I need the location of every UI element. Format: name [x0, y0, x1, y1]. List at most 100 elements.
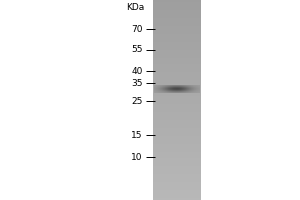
Bar [153, 132, 201, 134]
Bar [153, 38, 201, 40]
Bar [153, 66, 201, 68]
Bar [153, 184, 201, 186]
Bar [153, 96, 201, 98]
Bar [153, 198, 201, 200]
Bar [153, 122, 201, 124]
Bar [153, 92, 201, 94]
Bar [153, 158, 201, 160]
Bar [153, 142, 201, 144]
Bar [153, 150, 201, 152]
Bar [153, 106, 201, 108]
Bar [153, 178, 201, 180]
Bar [153, 180, 201, 182]
Bar [153, 8, 201, 10]
Bar [153, 192, 201, 194]
Bar [153, 138, 201, 140]
Bar [153, 140, 201, 142]
Text: 25: 25 [131, 97, 142, 106]
Bar [153, 146, 201, 148]
Bar [153, 162, 201, 164]
Bar [153, 22, 201, 24]
Bar [153, 26, 201, 28]
Bar [153, 126, 201, 128]
Bar [153, 190, 201, 192]
Bar [153, 148, 201, 150]
Bar [153, 108, 201, 110]
Bar [153, 14, 201, 16]
Bar [153, 128, 201, 130]
Bar [153, 170, 201, 172]
Bar [153, 54, 201, 56]
Bar [153, 6, 201, 8]
Bar [153, 48, 201, 50]
Bar [153, 78, 201, 80]
Bar [153, 196, 201, 198]
Bar [153, 176, 201, 178]
Bar [153, 60, 201, 62]
Bar [153, 86, 201, 88]
Bar [153, 30, 201, 32]
Bar [153, 80, 201, 82]
Bar [153, 154, 201, 156]
Text: 70: 70 [131, 24, 142, 33]
Text: KDa: KDa [126, 3, 144, 12]
Bar [153, 166, 201, 168]
Bar [153, 20, 201, 22]
Bar [153, 76, 201, 78]
Bar [153, 68, 201, 70]
Bar [153, 88, 201, 90]
Bar [153, 12, 201, 14]
Bar [153, 186, 201, 188]
Bar [153, 32, 201, 34]
Bar [153, 2, 201, 4]
Bar [153, 24, 201, 26]
Bar [153, 110, 201, 112]
Bar [153, 44, 201, 46]
Bar [153, 84, 201, 86]
Bar [153, 152, 201, 154]
Bar [153, 42, 201, 44]
Bar [153, 174, 201, 176]
Bar [153, 98, 201, 100]
Bar [153, 130, 201, 132]
Bar [153, 134, 201, 136]
Bar [153, 104, 201, 106]
Bar [153, 188, 201, 190]
Bar [153, 116, 201, 118]
Bar [153, 94, 201, 96]
Bar [153, 168, 201, 170]
Bar [153, 100, 201, 102]
Bar [153, 172, 201, 174]
Bar [153, 52, 201, 54]
Bar [153, 156, 201, 158]
Bar [153, 46, 201, 48]
Bar [153, 144, 201, 146]
Bar [153, 62, 201, 64]
Bar [153, 164, 201, 166]
Bar [153, 74, 201, 76]
Bar [153, 64, 201, 66]
Bar [153, 136, 201, 138]
Bar [153, 194, 201, 196]
Bar [153, 90, 201, 92]
Bar [153, 36, 201, 38]
Text: 40: 40 [131, 66, 142, 75]
Bar [153, 70, 201, 72]
Text: 10: 10 [131, 152, 142, 162]
Text: 35: 35 [131, 78, 142, 88]
Bar [153, 34, 201, 36]
Bar [153, 118, 201, 120]
Bar [153, 120, 201, 122]
Bar [153, 114, 201, 116]
Bar [153, 160, 201, 162]
Bar [153, 10, 201, 12]
Bar [153, 16, 201, 18]
Text: 15: 15 [131, 130, 142, 140]
Bar [153, 50, 201, 52]
Bar [153, 112, 201, 114]
Bar [153, 72, 201, 74]
Bar [153, 82, 201, 84]
Bar [153, 124, 201, 126]
Bar [153, 4, 201, 6]
Bar [153, 182, 201, 184]
